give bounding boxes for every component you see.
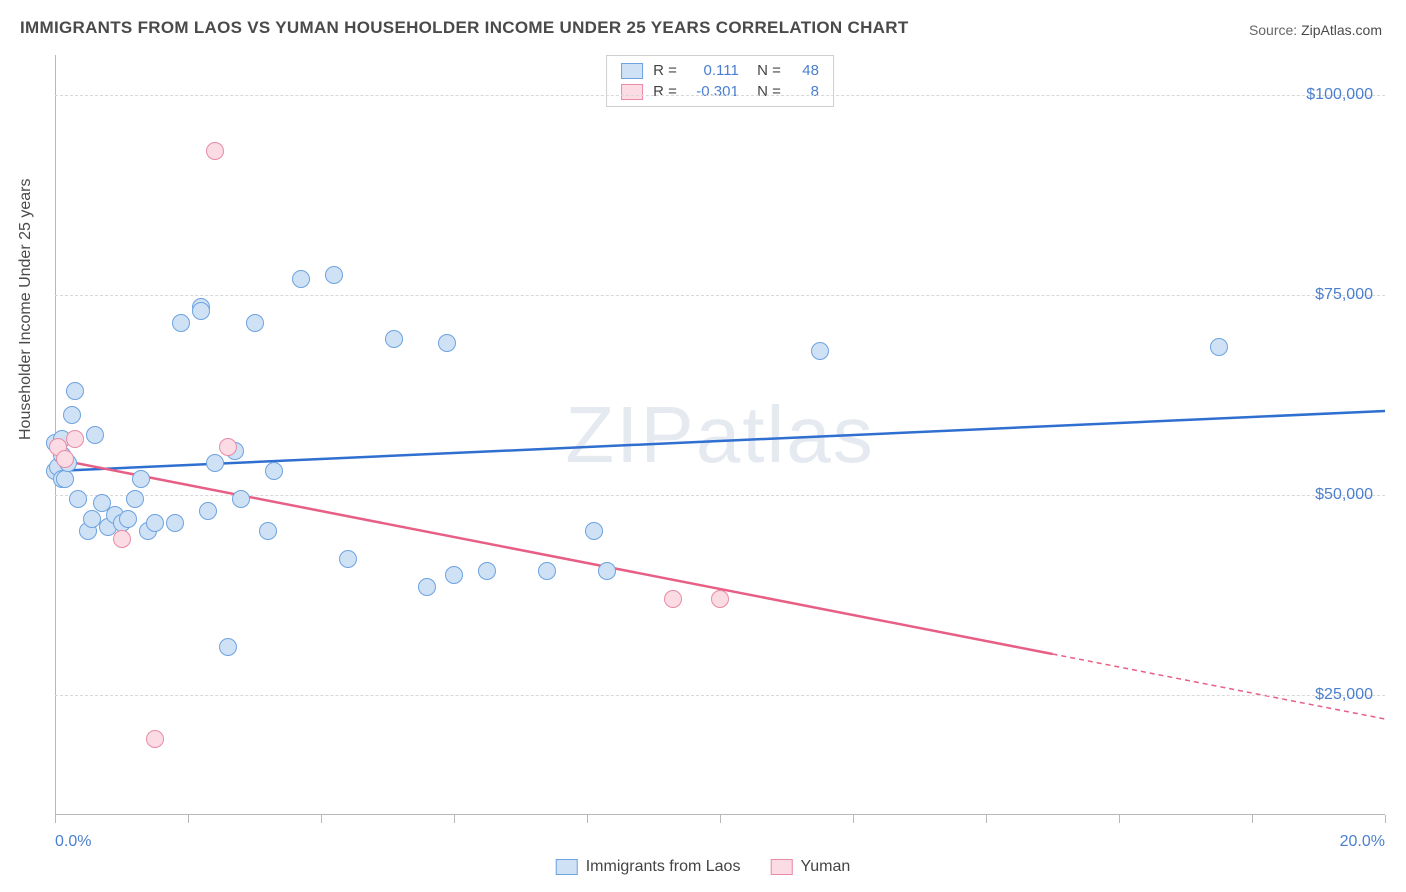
- x-tick: [321, 815, 322, 823]
- watermark-text: ZIPatlas: [565, 389, 874, 481]
- data-point: [478, 562, 496, 580]
- r-value: 0.111: [687, 62, 739, 79]
- n-label: N =: [749, 83, 781, 100]
- data-point: [172, 314, 190, 332]
- r-value: -0.301: [687, 83, 739, 100]
- data-point: [63, 406, 81, 424]
- data-point: [711, 590, 729, 608]
- data-point: [1210, 338, 1228, 356]
- grid-line: [55, 295, 1385, 296]
- x-tick-label: 0.0%: [55, 833, 91, 851]
- n-value: 8: [791, 83, 819, 100]
- data-point: [664, 590, 682, 608]
- data-point: [538, 562, 556, 580]
- legend-label: Immigrants from Laos: [586, 858, 741, 876]
- data-point: [146, 730, 164, 748]
- legend-swatch: [621, 63, 643, 79]
- x-tick: [188, 815, 189, 823]
- r-label: R =: [653, 62, 677, 79]
- source-value: ZipAtlas.com: [1301, 22, 1382, 38]
- data-point: [598, 562, 616, 580]
- data-point: [811, 342, 829, 360]
- data-point: [199, 502, 217, 520]
- chart-title: IMMIGRANTS FROM LAOS VS YUMAN HOUSEHOLDE…: [20, 18, 909, 38]
- x-tick: [454, 815, 455, 823]
- data-point: [66, 430, 84, 448]
- r-label: R =: [653, 83, 677, 100]
- correlation-stats-legend: R = 0.111 N = 48 R = -0.301 N = 8: [606, 55, 834, 107]
- data-point: [56, 450, 74, 468]
- data-point: [206, 454, 224, 472]
- grid-line: [55, 495, 1385, 496]
- data-point: [385, 330, 403, 348]
- data-point: [445, 566, 463, 584]
- data-point: [132, 470, 150, 488]
- series-legend: Immigrants from Laos Yuman: [556, 858, 851, 876]
- n-label: N =: [749, 62, 781, 79]
- n-value: 48: [791, 62, 819, 79]
- data-point: [219, 438, 237, 456]
- y-axis-label: Householder Income Under 25 years: [17, 179, 35, 440]
- x-tick: [55, 815, 56, 823]
- data-point: [418, 578, 436, 596]
- data-point: [166, 514, 184, 532]
- data-point: [219, 638, 237, 656]
- legend-swatch: [621, 84, 643, 100]
- data-point: [66, 382, 84, 400]
- data-point: [83, 510, 101, 528]
- x-tick: [1252, 815, 1253, 823]
- stats-legend-row: R = 0.111 N = 48: [607, 60, 833, 81]
- data-point: [265, 462, 283, 480]
- legend-item: Yuman: [770, 858, 850, 876]
- data-point: [259, 522, 277, 540]
- x-tick: [853, 815, 854, 823]
- y-tick-label: $100,000: [1306, 86, 1373, 104]
- legend-swatch: [770, 859, 792, 875]
- grid-line: [55, 95, 1385, 96]
- data-point: [69, 490, 87, 508]
- data-point: [246, 314, 264, 332]
- data-point: [126, 490, 144, 508]
- data-point: [119, 510, 137, 528]
- x-tick: [986, 815, 987, 823]
- trend-lines-layer: [55, 55, 1385, 815]
- data-point: [585, 522, 603, 540]
- x-tick-label: 20.0%: [1340, 833, 1385, 851]
- y-tick-label: $50,000: [1315, 486, 1373, 504]
- y-tick-label: $75,000: [1315, 286, 1373, 304]
- legend-swatch: [556, 859, 578, 875]
- data-point: [113, 530, 131, 548]
- source-attribution: Source: ZipAtlas.com: [1249, 22, 1382, 38]
- data-point: [292, 270, 310, 288]
- legend-label: Yuman: [800, 858, 850, 876]
- data-point: [339, 550, 357, 568]
- data-point: [325, 266, 343, 284]
- data-point: [56, 470, 74, 488]
- stats-legend-row: R = -0.301 N = 8: [607, 81, 833, 102]
- y-tick-label: $25,000: [1315, 686, 1373, 704]
- data-point: [438, 334, 456, 352]
- legend-item: Immigrants from Laos: [556, 858, 741, 876]
- data-point: [86, 426, 104, 444]
- x-tick: [1385, 815, 1386, 823]
- scatter-plot-area: ZIPatlas R = 0.111 N = 48 R = -0.301 N = 8 $2…: [55, 55, 1385, 815]
- data-point: [206, 142, 224, 160]
- source-label: Source:: [1249, 22, 1301, 38]
- x-tick: [1119, 815, 1120, 823]
- data-point: [232, 490, 250, 508]
- data-point: [146, 514, 164, 532]
- data-point: [192, 302, 210, 320]
- grid-line: [55, 695, 1385, 696]
- x-tick: [720, 815, 721, 823]
- x-tick: [587, 815, 588, 823]
